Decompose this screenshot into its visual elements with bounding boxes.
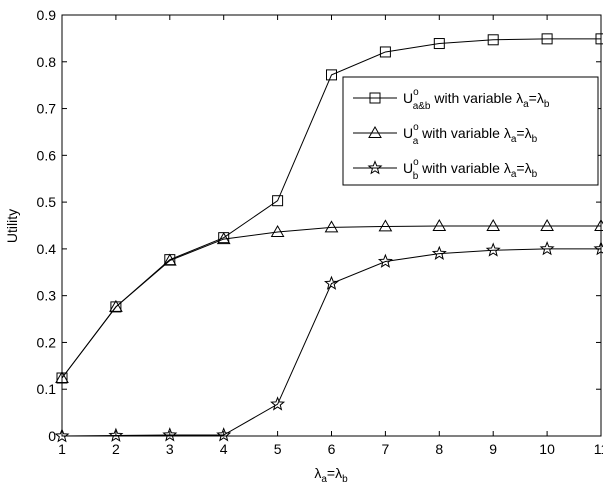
legend-entry-square: Uo a&b with variable λa=λb xyxy=(353,87,550,112)
x-tick-label: 3 xyxy=(166,441,174,457)
y-tick-label: 0.9 xyxy=(37,7,57,23)
legend-entry-star: Uo b with variable λa=λb xyxy=(353,157,538,182)
legend-label: Uo a with variable λa=λb xyxy=(403,122,538,147)
data-point-star xyxy=(108,427,124,442)
x-tick-label: 5 xyxy=(274,441,282,457)
data-point-star xyxy=(539,241,555,256)
y-tick-label: 0.7 xyxy=(37,101,57,117)
series-triangle xyxy=(55,218,603,383)
data-point-square xyxy=(272,195,284,207)
y-tick-label: 0 xyxy=(48,428,56,444)
data-point-triangle xyxy=(162,253,177,266)
axis-ticks xyxy=(61,14,602,437)
y-tick-labels: 0 0.1 0.2 0.3 0.4 0.5 0.6 0.7 0.8 0.9 xyxy=(37,7,57,444)
data-point-star xyxy=(485,242,501,257)
data-point-triangle xyxy=(378,219,393,232)
x-tick-label: 1 xyxy=(58,441,66,457)
data-point-triangle xyxy=(486,218,501,231)
data-point-triangle xyxy=(324,220,339,233)
y-tick-label: 0.6 xyxy=(37,147,57,163)
x-tick-labels: 1 2 3 4 5 6 7 8 9 10 11 xyxy=(58,441,603,457)
data-point-star xyxy=(270,396,286,411)
legend-entries: Uo a&b with variable λa=λb Uo a with variab… xyxy=(353,87,550,182)
data-point-star xyxy=(162,427,178,442)
x-tick-label: 8 xyxy=(435,441,443,457)
x-tick-label: 4 xyxy=(220,441,228,457)
data-point-square xyxy=(595,33,603,45)
data-point-star xyxy=(377,253,393,268)
legend-marker-square xyxy=(369,92,381,104)
data-point-triangle xyxy=(540,218,554,231)
y-tick-label: 0.1 xyxy=(37,381,57,397)
y-tick-label: 0.4 xyxy=(37,241,57,257)
x-tick-label: 6 xyxy=(328,441,336,457)
x-tick-label: 11 xyxy=(594,441,603,457)
x-tick-label: 10 xyxy=(539,441,555,457)
series-group xyxy=(54,33,603,443)
data-point-triangle xyxy=(432,218,447,231)
data-point-square xyxy=(379,46,391,58)
legend-marker-star xyxy=(367,160,383,175)
data-point-star xyxy=(431,245,447,260)
y-tick-label: 0.8 xyxy=(37,54,57,70)
data-point-triangle xyxy=(594,218,603,231)
series-line-star xyxy=(61,248,601,437)
legend-entry-triangle: Uo a with variable λa=λb xyxy=(353,122,538,147)
legend-label: Uo a&b with variable λa=λb xyxy=(403,87,550,112)
data-point-square xyxy=(541,33,553,45)
x-tick-label: 9 xyxy=(489,441,497,457)
data-point-square xyxy=(433,38,445,50)
data-point-star xyxy=(593,241,603,256)
data-point-triangle xyxy=(55,370,69,383)
legend-label: Uo b with variable λa=λb xyxy=(403,157,538,182)
x-tick-label: 2 xyxy=(112,441,120,457)
y-tick-label: 0.5 xyxy=(37,194,57,210)
y-axis-label: Utility xyxy=(4,209,20,243)
y-tick-label: 0.2 xyxy=(37,334,57,350)
legend-marker-triangle xyxy=(368,125,382,138)
data-point-square xyxy=(326,69,337,81)
data-point-star xyxy=(54,428,70,443)
data-point-triangle xyxy=(109,299,123,312)
y-tick-label: 0.3 xyxy=(37,288,57,304)
data-point-triangle xyxy=(216,232,231,245)
data-point-triangle xyxy=(270,225,285,238)
data-point-star xyxy=(324,275,339,290)
legend-box xyxy=(342,76,599,186)
data-point-star xyxy=(216,427,232,442)
series-line-triangle xyxy=(61,225,601,379)
x-tick-label: 7 xyxy=(382,441,390,457)
data-point-square xyxy=(487,34,499,46)
legend: Uo a&b with variable λa=λb Uo a with variab… xyxy=(342,76,599,186)
series-star xyxy=(54,241,603,443)
x-axis-label: λa=λb xyxy=(314,465,348,485)
